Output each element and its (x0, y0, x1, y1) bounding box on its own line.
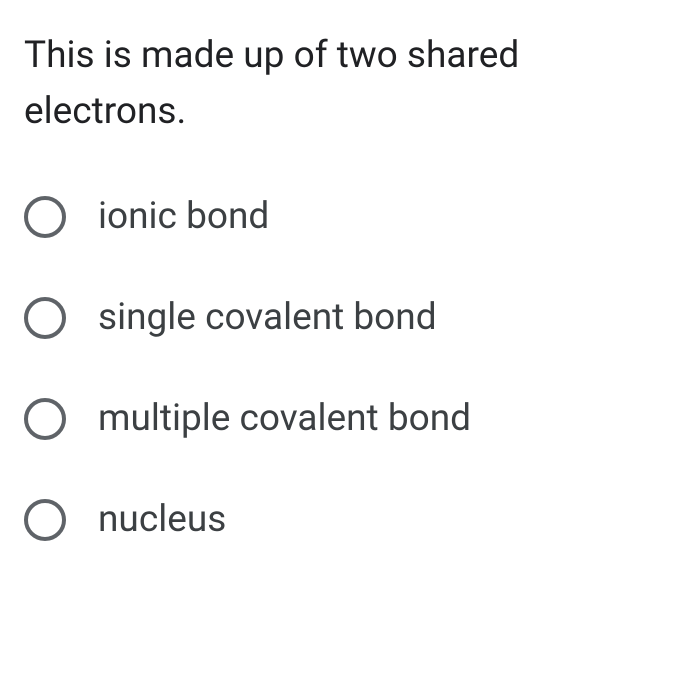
radio-icon (24, 297, 66, 339)
radio-icon (24, 398, 66, 440)
option-ionic-bond[interactable]: ionic bond (24, 195, 667, 238)
radio-icon (24, 196, 66, 238)
option-label: single covalent bond (98, 296, 437, 339)
question-text: This is made up of two shared electrons. (24, 28, 667, 139)
option-label: multiple covalent bond (98, 397, 471, 440)
radio-icon (24, 499, 66, 541)
option-label: ionic bond (98, 195, 269, 238)
option-nucleus[interactable]: nucleus (24, 498, 667, 541)
option-multiple-covalent-bond[interactable]: multiple covalent bond (24, 397, 667, 440)
option-label: nucleus (98, 498, 226, 541)
option-single-covalent-bond[interactable]: single covalent bond (24, 296, 667, 339)
options-container: ionic bond single covalent bond multiple… (24, 195, 667, 541)
